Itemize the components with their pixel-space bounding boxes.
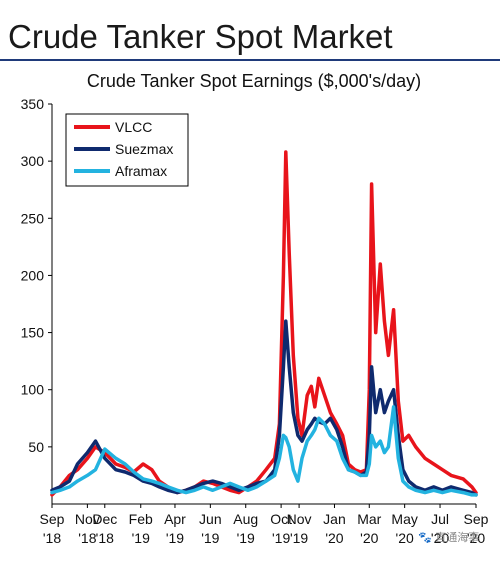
y-tick-label: 150 — [21, 325, 45, 341]
chart-title: Crude Tanker Spot Earnings ($,000's/day) — [87, 71, 421, 91]
x-tick-label-year: '19 — [166, 530, 184, 546]
x-tick-label-year: '19 — [132, 530, 150, 546]
x-tick-label-year: '18 — [78, 530, 96, 546]
x-tick-label-month: Aug — [233, 511, 258, 527]
legend-label-suezmax: Suezmax — [115, 141, 173, 157]
y-tick-label: 350 — [21, 96, 45, 112]
x-tick-label-year: '20 — [467, 530, 485, 546]
x-tick-label-year: '20 — [360, 530, 378, 546]
x-tick-label-month: Nov — [75, 511, 100, 527]
x-tick-label-month: Sep — [40, 511, 65, 527]
x-tick-label-month: Sep — [464, 511, 489, 527]
y-tick-label: 300 — [21, 153, 45, 169]
x-tick-label-month: Oct — [270, 511, 292, 527]
x-tick-label-month: Jun — [199, 511, 222, 527]
x-tick-label-year: '19 — [290, 530, 308, 546]
legend: VLCC Suezmax Aframax — [65, 113, 189, 187]
x-tick-label-month: Nov — [287, 511, 312, 527]
series-line-vlcc — [50, 150, 478, 497]
x-tick-label-year: '20 — [396, 530, 414, 546]
series-line-aframax — [50, 405, 478, 497]
series-line-suezmax — [50, 319, 478, 497]
x-tick-label-month: Apr — [164, 511, 186, 527]
x-tick-label-year: '20 — [431, 530, 449, 546]
title-rule — [0, 59, 500, 61]
x-tick-label-year: '19 — [237, 530, 255, 546]
legend-label-aframax: Aframax — [115, 163, 167, 179]
watermark-text: 🐾 直通海事 — [418, 531, 480, 544]
y-tick-label: 250 — [21, 210, 45, 226]
x-tick-label-month: Jul — [431, 511, 449, 527]
slide-title: Crude Tanker Spot Market — [8, 18, 393, 55]
x-tick-label-year: '18 — [96, 530, 114, 546]
x-tick-label-month: Jan — [323, 511, 346, 527]
y-tick-label: 100 — [21, 382, 45, 398]
x-tick-label-month: May — [391, 511, 417, 527]
x-tick-label-year: '19 — [201, 530, 219, 546]
x-tick-label-month: Feb — [129, 511, 153, 527]
x-tick-label-month: Mar — [357, 511, 381, 527]
series-lines — [50, 150, 478, 497]
axes: 50 100 150 200 250 300 350 Sep '18 Nov '18 Dec '18 Fe… — [21, 96, 489, 546]
y-tick-label: 50 — [28, 439, 44, 455]
x-tick-label-year: '18 — [43, 530, 61, 546]
x-tick-label-month: Dec — [92, 511, 117, 527]
y-tick-label: 200 — [21, 267, 45, 283]
x-tick-label-year: '19 — [272, 530, 290, 546]
legend-label-vlcc: VLCC — [115, 119, 152, 135]
x-tick-label-year: '20 — [325, 530, 343, 546]
